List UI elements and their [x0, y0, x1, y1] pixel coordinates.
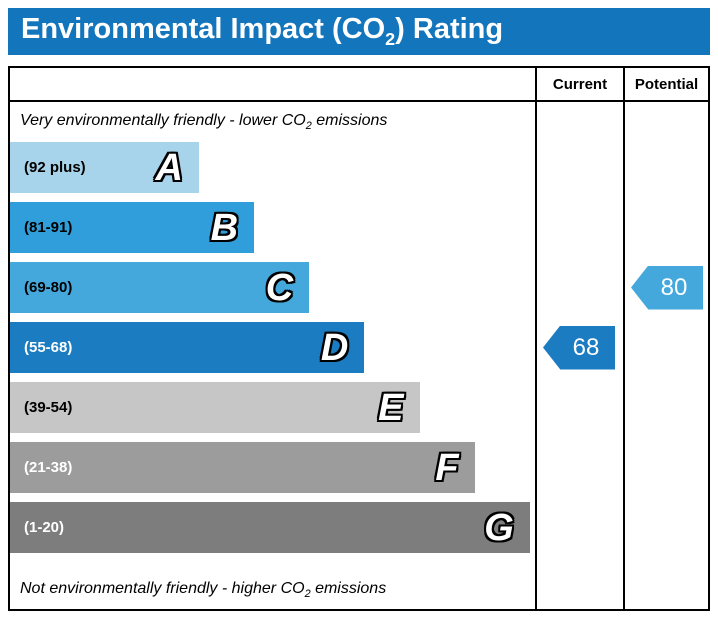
- band-letter: E: [378, 386, 404, 429]
- band-letter: C: [265, 266, 294, 309]
- band-letter: B: [210, 206, 239, 249]
- current-rating-value: 68: [572, 333, 600, 361]
- potential-column: 80: [623, 102, 708, 609]
- caption-bottom-text: Not environmentally friendly - higher CO: [20, 579, 305, 597]
- band-letter: G: [484, 506, 514, 549]
- band-range-label: (39-54): [24, 399, 73, 416]
- bands-area: Very environmentally friendly - lower CO…: [10, 102, 535, 609]
- page-title-suffix: ) Rating: [395, 13, 504, 46]
- page-title: Environmental Impact (CO2) Rating: [21, 15, 503, 48]
- band-bar-d: (55-68) D: [10, 322, 365, 373]
- caption-top: Very environmentally friendly - lower CO…: [10, 102, 535, 142]
- band-range-label: (69-80): [24, 279, 73, 296]
- chart-header-row: Current Potential: [10, 68, 708, 102]
- band-bar-c: (69-80) C: [10, 262, 310, 313]
- page-title-prefix: Environmental Impact (CO: [21, 13, 386, 46]
- column-header-potential: Potential: [623, 68, 708, 100]
- band-bar-g: (1-20) G: [10, 502, 530, 553]
- band-range-label: (1-20): [24, 519, 65, 536]
- band-range-label: (81-91): [24, 219, 73, 236]
- band-bar-a: (92 plus) A: [10, 142, 199, 193]
- band-range-label: (92 plus): [24, 159, 86, 176]
- band-letter: D: [320, 326, 349, 369]
- band-bar-b: (81-91) B: [10, 202, 255, 253]
- column-header-current: Current: [535, 68, 623, 100]
- chart-header-spacer: [10, 68, 535, 100]
- caption-bottom-subscript: 2: [304, 588, 311, 600]
- caption-bottom: Not environmentally friendly - higher CO…: [10, 562, 535, 609]
- caption-top-subscript: 2: [305, 120, 312, 133]
- band-letter: A: [155, 146, 183, 189]
- band-range-label: (55-68): [24, 339, 73, 356]
- chart-body: Very environmentally friendly - lower CO…: [10, 102, 708, 609]
- title-bar: Environmental Impact (CO2) Rating: [8, 8, 710, 55]
- caption-bottom-suffix: emissions: [310, 579, 387, 597]
- current-rating-marker: 68: [543, 325, 615, 370]
- potential-rating-value: 80: [660, 273, 688, 301]
- current-column: 68: [535, 102, 623, 609]
- caption-top-suffix: emissions: [311, 111, 388, 129]
- band-bar-e: (39-54) E: [10, 382, 420, 433]
- page-title-subscript: 2: [385, 28, 396, 49]
- potential-rating-marker: 80: [631, 265, 703, 310]
- band-letter: F: [435, 446, 459, 489]
- epc-co2-chart: Current Potential Very environmentally f…: [8, 66, 710, 611]
- caption-top-text: Very environmentally friendly - lower CO: [20, 111, 306, 129]
- band-range-label: (21-38): [24, 459, 73, 476]
- band-bar-f: (21-38) F: [10, 442, 475, 493]
